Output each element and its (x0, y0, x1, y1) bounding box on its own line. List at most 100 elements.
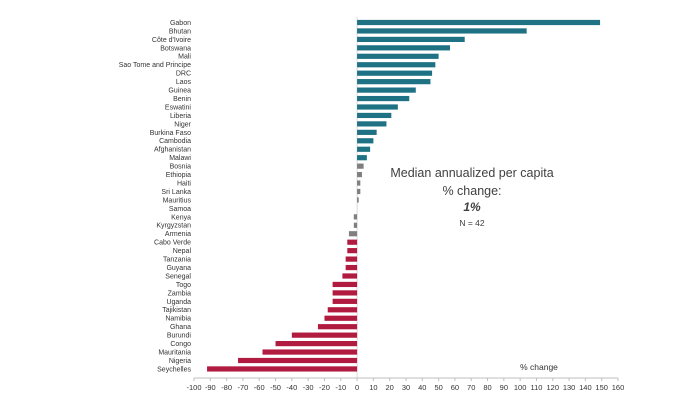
category-label: Ethiopia (166, 172, 191, 179)
category-label: Tajikistan (162, 307, 191, 314)
bar-botswana (357, 45, 451, 51)
bar-liberia (357, 112, 392, 119)
x-tick-label: -90 (205, 383, 216, 392)
bar-eswatini (357, 104, 398, 110)
bar-burundi (291, 332, 358, 338)
bar-sri-lanka (357, 188, 361, 195)
x-tick-label: -80 (221, 383, 232, 392)
bar-tajikistan (327, 307, 358, 313)
category-label: Kenya (171, 214, 191, 221)
category-label: Congo (170, 341, 191, 348)
category-label: Namibia (165, 316, 191, 323)
x-tick-label: 140 (579, 383, 592, 392)
x-axis-label: % change (520, 362, 558, 372)
category-label: Burundi (167, 333, 192, 340)
x-tick-label: -70 (238, 383, 249, 392)
x-tick-label: 150 (595, 383, 608, 392)
category-label: DRC (176, 71, 191, 78)
bar-guyana (345, 264, 358, 271)
bar-armenia (348, 231, 358, 237)
x-tick-label: 10 (369, 383, 377, 392)
bar-bhutan (357, 28, 527, 34)
category-label: Ghana (170, 324, 191, 331)
bar-niger (357, 121, 387, 127)
x-tick-label: 20 (386, 383, 394, 392)
annotation-median-value: 1% (463, 200, 481, 214)
x-tick-label: 30 (402, 383, 410, 392)
category-label: Kyrgyzstan (156, 223, 191, 230)
category-label: Seychelles (157, 366, 191, 373)
category-label: Nigeria (169, 358, 191, 365)
bar-zambia (332, 290, 358, 296)
category-label: Sao Tome and Principe (119, 62, 191, 69)
category-label: Samoa (169, 206, 191, 213)
x-tick-label: 100 (514, 383, 527, 392)
bar-c-te-d-ivoire (357, 36, 465, 42)
category-label: Nepal (173, 248, 192, 255)
category-label: Liberia (170, 113, 191, 120)
bar-gabon (357, 19, 601, 26)
category-label: Togo (176, 282, 191, 289)
bar-kenya (353, 214, 358, 220)
bar-burkina-faso (357, 129, 377, 135)
bar-senegal (342, 273, 358, 279)
x-tick-label: 50 (434, 383, 442, 392)
annotation-title-line1: Median annualized per capita (390, 166, 553, 180)
category-label: Eswatini (165, 104, 192, 111)
bar-cabo-verde (347, 239, 358, 245)
category-label: Bosnia (170, 164, 192, 171)
category-label: Cambodia (159, 138, 191, 145)
x-tick-label: 0 (355, 383, 359, 392)
category-label: Cabo Verde (154, 240, 191, 247)
x-tick-label: 90 (500, 383, 508, 392)
x-tick-label: 40 (418, 383, 426, 392)
x-tick-label: 70 (467, 383, 475, 392)
category-label: Zambia (168, 290, 191, 297)
category-label: Côte d'Ivoire (152, 37, 191, 44)
bar-ghana (317, 324, 358, 330)
bar-nigeria (238, 357, 358, 364)
bar-togo (332, 281, 358, 288)
category-label: Guyana (166, 265, 191, 272)
category-label: Bhutan (169, 28, 191, 35)
category-label: Senegal (165, 273, 191, 280)
category-label: Afghanistan (154, 147, 191, 154)
bar-nepal (347, 248, 358, 254)
bar-guinea (357, 87, 416, 93)
bar-mauritius (357, 197, 359, 203)
category-label: Botswana (160, 45, 191, 52)
bar-malawi (357, 155, 367, 161)
category-label: Sri Lanka (161, 189, 191, 196)
bar-cambodia (357, 138, 374, 144)
x-tick-label: 110 (530, 383, 542, 392)
x-tick-label: -30 (303, 383, 314, 392)
bar-namibia (324, 315, 358, 321)
category-label: Gabon (170, 20, 191, 27)
x-tick-label: -40 (286, 383, 297, 392)
bar-drc (357, 70, 433, 76)
bar-seychelles (207, 366, 358, 372)
x-tick-label: -10 (335, 383, 346, 392)
category-label: Laos (176, 79, 192, 86)
category-label: Burkina Faso (150, 130, 191, 137)
x-tick-label: 120 (547, 383, 560, 392)
bar-haiti (357, 180, 361, 186)
x-axis-ticks: -100 -90 -80 -70 -60 -50 -40 -30 -20 -10 0 10 20 30 40… (186, 378, 624, 392)
category-label: Uganda (166, 299, 191, 306)
category-label: Benin (173, 96, 191, 103)
category-label: Mauritania (158, 349, 191, 356)
bar-mali (357, 53, 439, 59)
bar-laos (357, 79, 431, 85)
x-tick-label: -60 (254, 383, 265, 392)
bar-sao-tome-and-principe (357, 62, 436, 68)
bar-mauritania (262, 349, 358, 355)
x-tick-label: -100 (186, 383, 201, 392)
category-label: Mali (178, 54, 191, 61)
bar-congo (275, 341, 358, 347)
annotation-n-count: N = 42 (459, 218, 485, 228)
bar-kyrgyzstan (353, 222, 358, 228)
x-tick-label: 80 (483, 383, 491, 392)
